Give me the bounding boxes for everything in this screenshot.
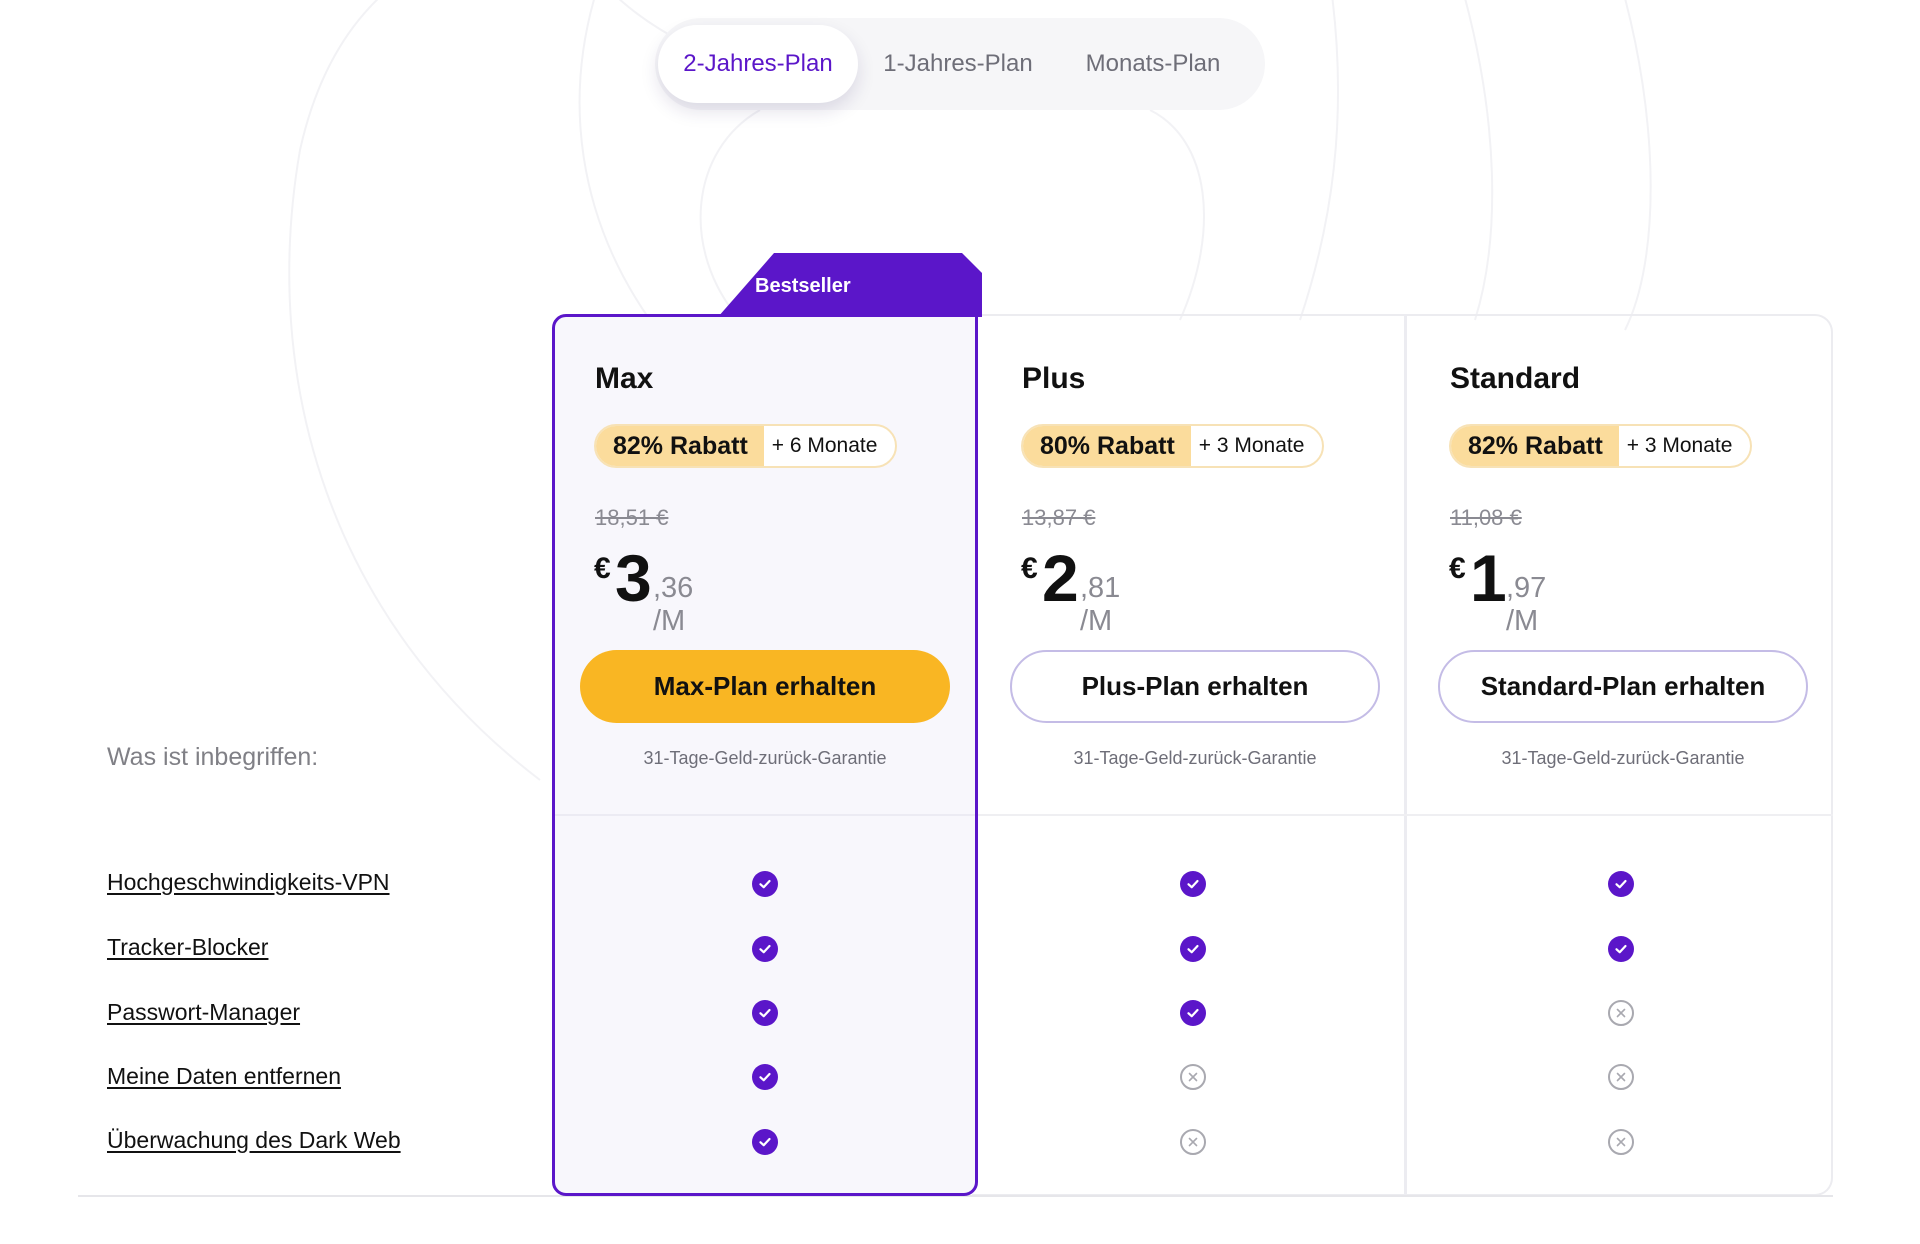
table-bottom-line [78,1195,1833,1197]
x-circle-icon [1180,1129,1206,1155]
x-circle-icon [1608,1129,1634,1155]
tab-2-jahres-plan[interactable]: 2-Jahres-Plan [658,25,858,103]
discount-label: 80% Rabatt [1023,426,1191,466]
check-circle-icon [752,936,778,962]
price-cents: ,97 /M [1506,572,1547,637]
price-cents: ,81 /M [1080,572,1121,637]
check-circle-icon [1180,936,1206,962]
bonus-months-label: + 3 Monate [1198,434,1305,457]
money-back-guarantee-plus: 31-Tage-Geld-zurück-Garantie [1073,748,1317,768]
check-circle-icon [1608,871,1634,897]
tab-1-jahres-plan[interactable]: 1-Jahres-Plan [883,50,1033,77]
old-price-standard: 11,08 € [1450,505,1522,530]
currency-symbol: € [1449,552,1466,585]
currency-symbol: € [1021,552,1038,585]
check-circle-icon [752,871,778,897]
plan-name-max: Max [595,362,654,395]
old-price-max: 18,51 € [595,505,669,530]
discount-badge-plus: 80% Rabatt + 3 Monate [1021,424,1325,468]
check-circle-icon [752,1000,778,1026]
discount-label: 82% Rabatt [1451,426,1619,466]
feature-link-password-manager[interactable]: Passwort-Manager [107,999,301,1025]
feature-link-vpn[interactable]: Hochgeschwindigkeits-VPN [107,869,390,895]
feature-link-tracker-blocker[interactable]: Tracker-Blocker [107,934,269,960]
plan-name-plus: Plus [1022,362,1086,395]
check-circle-icon [1180,1000,1206,1026]
price-cents: ,36 /M [653,572,694,637]
currency-symbol: € [594,552,611,585]
billing-period-tabs: 2-Jahres-Plan 1-Jahres-Plan Monats-Plan [655,18,1265,110]
bonus-months-label: + 3 Monate [1626,434,1733,457]
money-back-guarantee-standard: 31-Tage-Geld-zurück-Garantie [1501,748,1745,768]
tab-monats-plan[interactable]: Monats-Plan [1085,50,1221,77]
price-integer: 2 [1042,541,1079,615]
money-back-guarantee-max: 31-Tage-Geld-zurück-Garantie [643,748,887,768]
plan-name-standard: Standard [1450,362,1581,395]
get-plus-plan-button[interactable]: Plus-Plan erhalten [1010,650,1380,723]
x-circle-icon [1180,1064,1206,1090]
discount-label: 82% Rabatt [596,426,764,466]
feature-link-remove-data[interactable]: Meine Daten entfernen [107,1063,341,1089]
get-standard-plan-button[interactable]: Standard-Plan erhalten [1438,650,1808,723]
bonus-months-label: + 6 Monate [771,434,878,457]
check-circle-icon [752,1064,778,1090]
discount-badge-standard: 82% Rabatt + 3 Monate [1449,424,1753,468]
old-price-plus: 13,87 € [1022,505,1096,530]
x-circle-icon [1608,1000,1634,1026]
column-divider [1404,314,1407,1196]
check-circle-icon [1608,936,1634,962]
included-heading: Was ist inbegriffen: [107,743,319,771]
check-circle-icon [752,1129,778,1155]
row-divider [552,814,1833,816]
discount-badge-max: 82% Rabatt + 6 Monate [594,424,898,468]
price-integer: 1 [1470,541,1507,615]
x-circle-icon [1608,1064,1634,1090]
get-max-plan-button[interactable]: Max-Plan erhalten [580,650,950,723]
bestseller-label: Bestseller [755,275,851,297]
price-integer: 3 [615,541,652,615]
feature-link-dark-web-monitoring[interactable]: Überwachung des Dark Web [107,1127,401,1153]
check-circle-icon [1180,871,1206,897]
row-divider-max [555,814,975,816]
